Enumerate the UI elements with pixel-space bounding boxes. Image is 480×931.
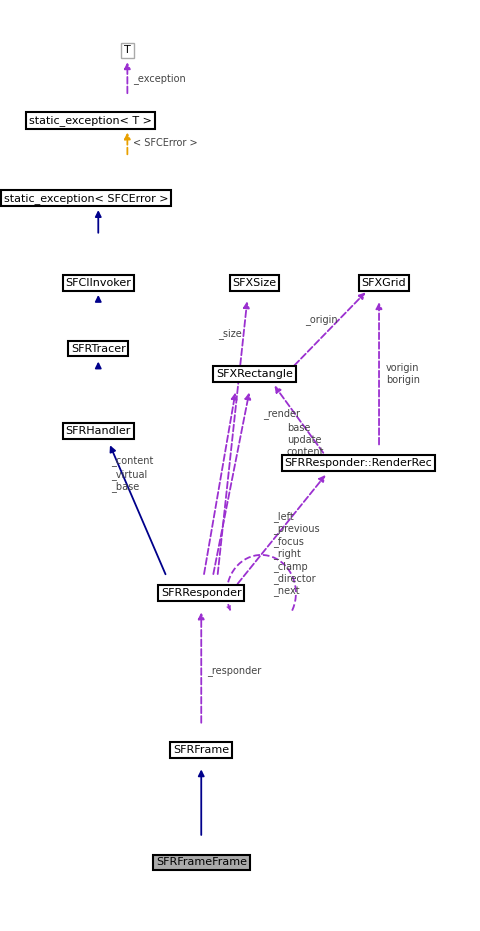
Text: _left
_previous
_focus
_right
_clamp
_director
_next: _left _previous _focus _right _clamp _di… — [272, 511, 319, 597]
Text: static_exception< SFCError >: static_exception< SFCError > — [3, 193, 168, 204]
Text: _responder: _responder — [207, 666, 261, 676]
Text: static_exception< T >: static_exception< T > — [29, 115, 152, 126]
Text: _exception: _exception — [133, 74, 186, 84]
Text: SFXSize: SFXSize — [232, 278, 276, 288]
Text: SFRFrameFrame: SFRFrameFrame — [156, 857, 246, 868]
Text: _render: _render — [262, 408, 299, 419]
Text: SFRHandler: SFRHandler — [65, 425, 131, 436]
Text: _size: _size — [218, 328, 241, 339]
Text: _origin: _origin — [304, 314, 337, 325]
Text: SFRResponder::RenderRec: SFRResponder::RenderRec — [284, 458, 431, 467]
Text: SFCIInvoker: SFCIInvoker — [65, 278, 131, 288]
Text: base
update
content: base update content — [286, 424, 324, 456]
Text: T: T — [124, 46, 131, 55]
Text: _content
_virtual
_base: _content _virtual _base — [111, 457, 153, 492]
Text: vorigin
borigin: vorigin borigin — [385, 363, 419, 385]
Text: SFRFrame: SFRFrame — [173, 745, 229, 755]
Text: SFXRectangle: SFXRectangle — [216, 370, 292, 379]
Text: SFRResponder: SFRResponder — [161, 588, 241, 599]
Text: < SFCError >: < SFCError > — [133, 139, 198, 148]
Text: SFXGrid: SFXGrid — [360, 278, 405, 288]
Text: SFRTracer: SFRTracer — [71, 344, 125, 354]
